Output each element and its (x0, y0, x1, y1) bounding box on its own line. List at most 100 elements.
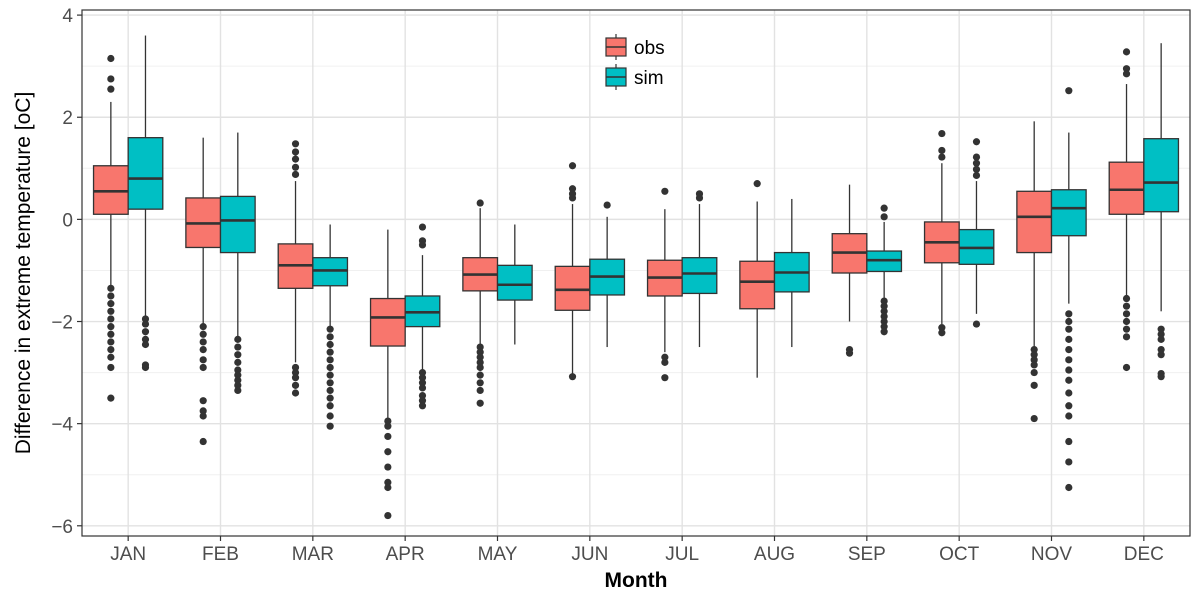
outlier-point (141, 320, 150, 328)
outlier-point (1065, 376, 1073, 384)
outlier-point (199, 437, 207, 446)
x-tick-label: OCT (939, 544, 980, 565)
outlier-point (845, 349, 854, 357)
iqr-box (1108, 161, 1145, 215)
outlier-point (880, 328, 888, 336)
outlier-point (476, 386, 484, 395)
outlier-point (1065, 310, 1073, 318)
x-tick-label: APR (386, 544, 425, 565)
outlier-point (234, 366, 242, 374)
box-obs-oct (923, 129, 960, 337)
outlier-point (1065, 335, 1073, 343)
x-axis-title: Month (605, 569, 668, 592)
outlier-point (476, 353, 484, 361)
box-sim-nov (1050, 87, 1087, 492)
outlier-point (880, 213, 888, 221)
outlier-point (234, 376, 242, 384)
outlier-point (972, 171, 981, 180)
outlier-point (199, 407, 207, 415)
box-sim-feb (219, 132, 256, 395)
iqr-box (1016, 190, 1053, 254)
outlier-point (291, 381, 300, 389)
outlier-point (199, 412, 207, 420)
outlier-point (234, 335, 242, 343)
box-obs-jul (646, 187, 683, 382)
outlier-point (603, 201, 611, 209)
iqr-box (1050, 189, 1087, 237)
outlier-point (141, 328, 150, 336)
box-sim-sep (866, 204, 903, 336)
outlier-point (107, 346, 115, 354)
outlier-point (234, 381, 242, 389)
outlier-point (938, 329, 946, 337)
outlier-point (476, 363, 484, 372)
outlier-point (326, 379, 334, 387)
outlier-point (199, 397, 207, 405)
outlier-point (384, 422, 392, 430)
outlier-point (1065, 317, 1073, 326)
outlier-point (476, 343, 484, 351)
x-tick-label: JUL (665, 544, 699, 565)
outlier-point (1122, 333, 1131, 341)
outlier-point (107, 307, 115, 315)
plot-panel (82, 10, 1190, 536)
outlier-point (326, 412, 334, 420)
outlier-point (880, 307, 888, 315)
outlier-point (107, 300, 115, 308)
outlier-point (326, 333, 334, 341)
outlier-point (326, 348, 334, 356)
box-layer (92, 35, 1180, 520)
outlier-point (107, 315, 115, 323)
outlier-point (384, 432, 392, 441)
outlier-point (291, 163, 300, 171)
axis-layer: −6 −4 −2 0 2 4 JAN FEB MAR APR MAY JUN JUL AUG SEP OCT N… (51, 6, 1164, 565)
box-obs-jun (554, 162, 591, 381)
outlier-point (107, 394, 115, 402)
y-tick-label: −6 (51, 517, 73, 538)
box-obs-feb (185, 137, 222, 446)
box-obs-nov (1016, 121, 1053, 423)
outlier-point (1122, 325, 1131, 333)
box-sim-oct (958, 138, 995, 328)
outlier-point (384, 463, 392, 471)
outlier-point (326, 386, 334, 395)
outlier-point (291, 389, 300, 397)
outlier-point (1157, 373, 1165, 381)
outlier-point (107, 363, 115, 372)
outlier-point (972, 165, 981, 173)
iqr-box (369, 297, 406, 347)
outlier-point (753, 180, 761, 188)
legend-label-sim: sim (634, 68, 664, 89)
outlier-point (326, 356, 334, 364)
outlier-point (1030, 346, 1038, 354)
outlier-point (418, 384, 427, 392)
box-sim-dec (1143, 43, 1180, 381)
legend-key-obs (605, 34, 627, 60)
outlier-point (384, 483, 392, 492)
outlier-point (291, 170, 300, 179)
outlier-point (141, 363, 150, 372)
outlier-point (661, 187, 669, 195)
outlier-point (326, 340, 334, 349)
outlier-point (418, 391, 427, 400)
outlier-point (107, 338, 115, 346)
outlier-point (326, 363, 334, 372)
outlier-point (107, 54, 115, 63)
outlier-point (234, 343, 242, 351)
outlier-point (291, 368, 300, 377)
outlier-point (1065, 437, 1073, 446)
iqr-box (496, 264, 533, 301)
y-tick-label: −2 (51, 313, 73, 334)
outlier-point (568, 373, 577, 381)
outlier-point (938, 324, 946, 332)
outlier-point (418, 379, 427, 387)
outlier-point (661, 358, 669, 366)
outlier-point (1030, 351, 1038, 359)
outlier-point (291, 155, 300, 163)
outlier-point (1122, 70, 1131, 78)
y-tick-label: −4 (51, 415, 73, 436)
iqr-box (1143, 138, 1180, 213)
outlier-point (199, 356, 207, 364)
outlier-point (1065, 346, 1073, 354)
